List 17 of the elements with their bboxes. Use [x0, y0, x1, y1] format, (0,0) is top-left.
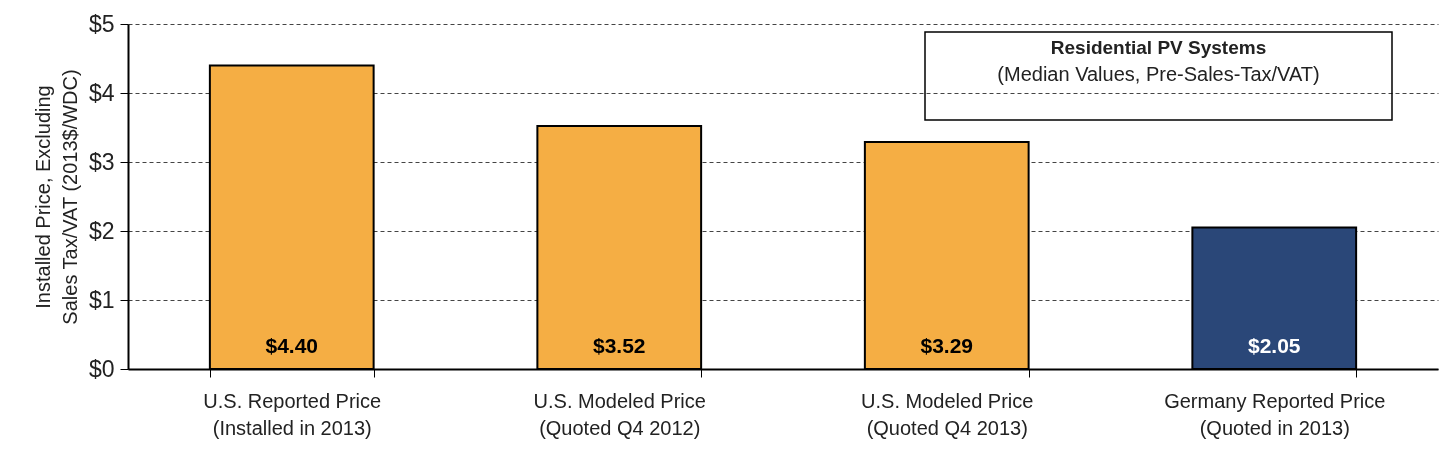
x-tick-label: U.S. Modeled Price (Quoted Q4 2013) — [861, 389, 1034, 439]
y-tick-label: $2 — [88, 217, 115, 244]
text: Residential PV Systems — [1050, 37, 1267, 58]
text: (Median Values, Pre-Sales-Tax/VAT) — [997, 63, 1320, 85]
data-label: $3.29 — [920, 334, 974, 357]
y-tick-label: $0 — [88, 355, 115, 382]
y-axis-title: Installed Price, Excluding Sales Tax/VAT (2013$/WDC) — [31, 69, 81, 325]
y-tick-label: $5 — [88, 10, 115, 37]
y-tick-label: $1 — [88, 286, 115, 313]
x-tick-label: Germany Reported Price (Quoted in 2013) — [1164, 389, 1386, 439]
x-tick-label: U.S. Reported Price (Installed in 2013) — [203, 389, 382, 439]
y-tick-label: $4 — [88, 79, 115, 106]
data-label: $2.05 — [1247, 334, 1301, 357]
y-tick-label: $3 — [88, 148, 115, 175]
data-label: $3.52 — [592, 334, 646, 357]
data-label: $4.40 — [265, 334, 319, 357]
x-tick-label: U.S. Modeled Price (Quoted Q4 2012) — [533, 389, 706, 439]
